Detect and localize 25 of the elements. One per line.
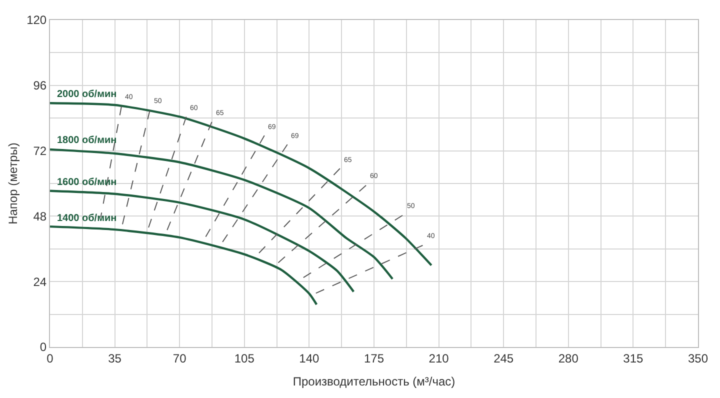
series-label: 2000 об/мин bbox=[57, 89, 117, 100]
y-tick-label: 96 bbox=[33, 78, 47, 93]
line-series bbox=[50, 148, 394, 280]
line-series bbox=[50, 102, 432, 266]
y-tick-label: 24 bbox=[33, 274, 47, 289]
y-tick-label: 0 bbox=[40, 340, 47, 354]
line-series bbox=[50, 225, 318, 306]
x-tick-label: 315 bbox=[623, 351, 644, 366]
x-tick-label: 210 bbox=[428, 351, 450, 366]
x-tick-label: 280 bbox=[558, 351, 579, 366]
line-series bbox=[50, 190, 355, 293]
y-tick-label: 120 bbox=[26, 13, 47, 28]
y-axis-title: Напор (метры) bbox=[6, 142, 20, 224]
x-tick-label: 105 bbox=[234, 351, 255, 366]
x-tick-label: 175 bbox=[364, 351, 384, 366]
x-tick-label: 350 bbox=[688, 351, 708, 366]
y-tick-label: 48 bbox=[33, 209, 47, 224]
series-label: 1800 об/мин bbox=[57, 135, 117, 146]
x-axis-title: Производительность (м³/час) bbox=[292, 374, 456, 388]
x-tick-label: 70 bbox=[172, 351, 187, 366]
series-label: 1400 об/мин bbox=[57, 213, 117, 224]
y-tick-label: 72 bbox=[33, 144, 47, 158]
x-tick-label: 35 bbox=[108, 351, 122, 366]
x-tick-label: 245 bbox=[494, 351, 514, 366]
x-tick-label: 140 bbox=[299, 351, 320, 366]
